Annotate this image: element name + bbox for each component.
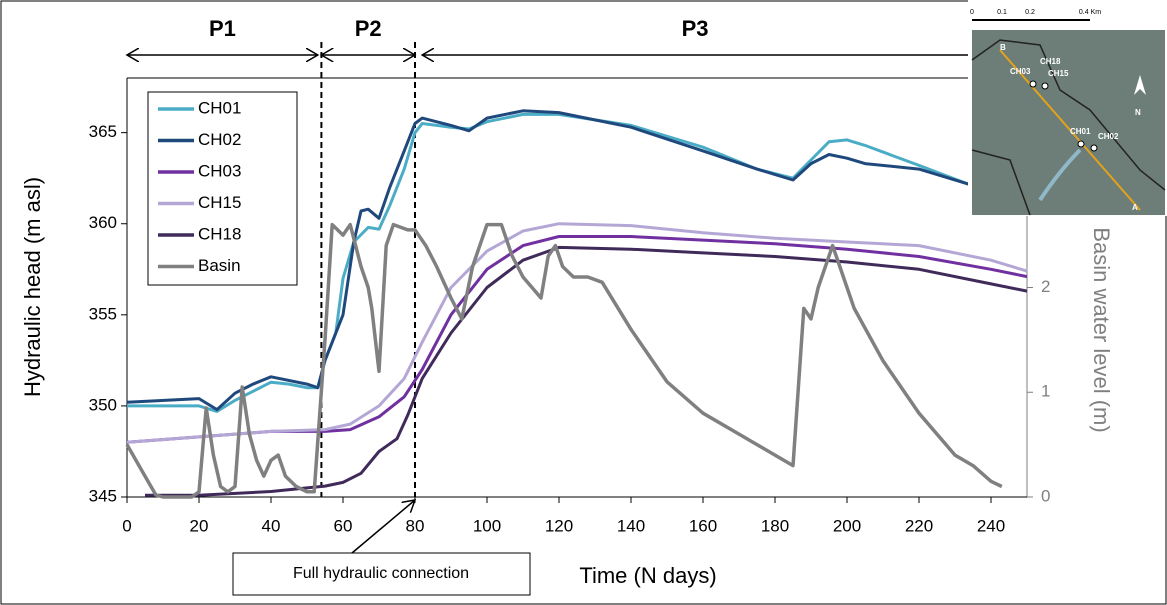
map-boundary [971,39,1166,216]
map-label: B [1000,43,1006,52]
scale-label: 0 [970,9,974,16]
legend-label: Basin [198,256,241,275]
y-tick-label: 355 [89,304,117,323]
y-tick-label: 360 [89,213,117,232]
map-label: CH15 [1048,69,1069,78]
y-tick-label: 350 [89,395,117,414]
x-tick-label: 180 [761,516,789,535]
map-label: CH18 [1040,57,1061,66]
period-label: P1 [209,16,236,41]
y2-tick-label: 0 [1041,486,1050,505]
y2-tick-label: 2 [1041,277,1050,296]
series-line [125,222,1003,499]
map-inset: 0 0.1 0.2 0.4 Km B CH18 CH03 CH15 CH01 C… [968,0,1167,216]
series-line [126,109,1028,412]
scale-label: 0.1 [997,9,1007,16]
legend-label: CH18 [198,224,241,243]
series-line [127,112,1028,413]
series-line [126,222,1028,444]
x-tick-label: 140 [617,516,645,535]
x-tick-label: 60 [334,516,353,535]
x-tick-label: 220 [905,516,933,535]
map-label: CH01 [1070,127,1091,136]
x-axis-label: Time (N days) [579,563,716,588]
north-arrow [1134,75,1146,95]
legend-box [147,91,298,286]
map-label: N [1135,108,1141,117]
map-label: CH02 [1098,132,1119,141]
legend-label: CH03 [198,161,241,180]
scale-label: 0.2 [1025,9,1035,16]
section-line [999,49,1141,211]
map-label: A [1132,203,1138,212]
x-tick-label: 20 [190,516,209,535]
period-label: P3 [682,16,709,41]
legend-label: CH01 [198,98,241,117]
y-axis-label: Hydraulic head (m asl) [20,177,45,397]
x-tick-label: 240 [977,516,1005,535]
y2-tick-label: 1 [1041,382,1050,401]
x-tick-label: 80 [406,516,425,535]
x-tick-label: 160 [689,516,717,535]
x-tick-label: 0 [122,516,131,535]
y2-axis-label: Basin water level (m) [1089,227,1114,432]
x-tick-label: 40 [262,516,281,535]
well [1090,144,1098,152]
well [1041,82,1049,90]
well [1029,80,1037,88]
well [1077,140,1085,148]
x-tick-label: 100 [473,516,501,535]
map-label: CH03 [1010,67,1031,76]
map-image [972,30,1165,215]
annotation-text: Full hydraulic connection [293,565,469,582]
legend-label: CH15 [198,193,241,212]
series-line [126,235,1028,444]
legend-label: CH02 [198,130,241,149]
annotation-box [232,552,531,596]
x-tick-label: 120 [545,516,573,535]
y-tick-label: 345 [89,486,117,505]
map-river [1038,148,1082,202]
period-label: P2 [355,16,382,41]
scale-label: 0.4 Km [1079,9,1101,16]
y-tick-label: 365 [89,122,117,141]
annotation-arrow [351,500,415,554]
x-tick-label: 200 [833,516,861,535]
